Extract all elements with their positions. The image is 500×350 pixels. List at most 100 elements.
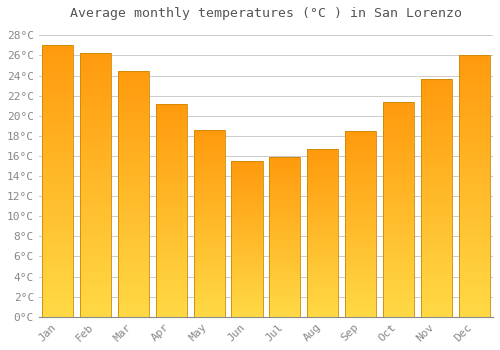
- Bar: [118, 262, 149, 265]
- Bar: [232, 183, 262, 184]
- Bar: [383, 170, 414, 173]
- Bar: [194, 165, 224, 167]
- Bar: [42, 176, 74, 178]
- Bar: [345, 253, 376, 256]
- Bar: [345, 257, 376, 259]
- Bar: [307, 287, 338, 288]
- Bar: [232, 206, 262, 208]
- Bar: [270, 224, 300, 226]
- Bar: [42, 312, 74, 314]
- Bar: [307, 223, 338, 224]
- Bar: [307, 292, 338, 293]
- Bar: [42, 59, 74, 62]
- Bar: [232, 189, 262, 191]
- Bar: [118, 181, 149, 184]
- Bar: [270, 258, 300, 259]
- Bar: [118, 179, 149, 181]
- Bar: [270, 184, 300, 186]
- Bar: [383, 179, 414, 181]
- Bar: [270, 262, 300, 264]
- Bar: [458, 314, 490, 317]
- Bar: [194, 278, 224, 279]
- Bar: [42, 178, 74, 181]
- Bar: [307, 278, 338, 280]
- Bar: [270, 194, 300, 195]
- Bar: [458, 231, 490, 233]
- Bar: [80, 227, 111, 230]
- Bar: [156, 283, 187, 285]
- Bar: [345, 187, 376, 189]
- Bar: [345, 215, 376, 216]
- Bar: [345, 256, 376, 257]
- Bar: [42, 281, 74, 284]
- Bar: [383, 263, 414, 265]
- Bar: [458, 173, 490, 176]
- Bar: [421, 279, 452, 281]
- Bar: [383, 108, 414, 110]
- Bar: [270, 267, 300, 269]
- Bar: [383, 138, 414, 140]
- Bar: [156, 148, 187, 150]
- Bar: [156, 215, 187, 217]
- Bar: [194, 302, 224, 304]
- Bar: [232, 301, 262, 303]
- Bar: [232, 247, 262, 248]
- Bar: [458, 118, 490, 121]
- Bar: [270, 181, 300, 183]
- Bar: [194, 194, 224, 195]
- Bar: [118, 214, 149, 216]
- Bar: [458, 204, 490, 207]
- Bar: [270, 163, 300, 165]
- Bar: [232, 233, 262, 234]
- Bar: [42, 241, 74, 244]
- Bar: [80, 143, 111, 146]
- Bar: [307, 156, 338, 157]
- Bar: [232, 304, 262, 306]
- Bar: [458, 288, 490, 290]
- Bar: [80, 256, 111, 259]
- Bar: [118, 149, 149, 152]
- Bar: [345, 291, 376, 293]
- Bar: [307, 216, 338, 218]
- Bar: [421, 164, 452, 167]
- Bar: [458, 139, 490, 142]
- Bar: [156, 287, 187, 289]
- Bar: [307, 206, 338, 208]
- Bar: [156, 310, 187, 313]
- Bar: [383, 246, 414, 248]
- Bar: [232, 209, 262, 211]
- Bar: [156, 227, 187, 230]
- Bar: [42, 284, 74, 287]
- Bar: [458, 283, 490, 286]
- Bar: [307, 273, 338, 275]
- Bar: [156, 202, 187, 204]
- Bar: [383, 304, 414, 306]
- Bar: [345, 268, 376, 270]
- Bar: [307, 184, 338, 186]
- Bar: [42, 48, 74, 51]
- Bar: [156, 212, 187, 215]
- Bar: [156, 131, 187, 133]
- Bar: [345, 133, 376, 134]
- Bar: [118, 258, 149, 260]
- Bar: [458, 210, 490, 212]
- Bar: [421, 107, 452, 110]
- Bar: [232, 200, 262, 202]
- Bar: [118, 167, 149, 169]
- Bar: [42, 292, 74, 295]
- Bar: [232, 276, 262, 278]
- Bar: [307, 288, 338, 290]
- Bar: [194, 130, 224, 132]
- Bar: [345, 250, 376, 252]
- Bar: [194, 141, 224, 143]
- Bar: [194, 135, 224, 137]
- Bar: [232, 253, 262, 254]
- Bar: [42, 132, 74, 135]
- Bar: [232, 162, 262, 164]
- Bar: [458, 207, 490, 210]
- Bar: [458, 155, 490, 158]
- Bar: [118, 76, 149, 78]
- Bar: [421, 255, 452, 257]
- Bar: [458, 217, 490, 220]
- Bar: [80, 240, 111, 243]
